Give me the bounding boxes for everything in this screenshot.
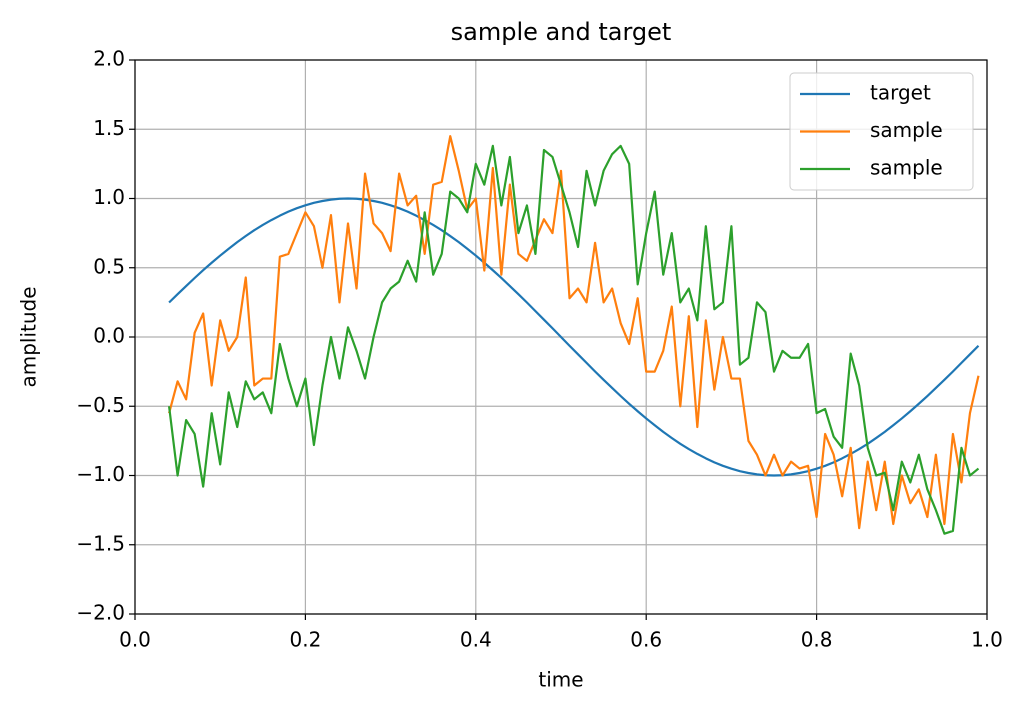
x-tick-label: 0.2 [289,628,321,652]
y-tick-label: −0.5 [76,393,125,417]
y-tick-label: 1.0 [93,185,125,209]
legend-label: sample [870,156,943,180]
legend-box [789,72,974,191]
y-tick-label: −1.5 [76,531,125,555]
y-axis-label: amplitude [17,286,41,387]
x-tick-label: 1.0 [971,628,1003,652]
x-tick-label: 0.6 [630,628,662,652]
legend-label: target [870,81,931,105]
x-tick-label: 0.0 [119,628,151,652]
x-tick-label: 0.4 [460,628,492,652]
chart-title: sample and target [451,18,672,46]
plot-frame [134,59,988,615]
y-tick-label: −2.0 [76,601,125,625]
x-axis-label: time [538,668,583,692]
line-series [167,144,980,535]
line-series [168,197,980,477]
legend-label: sample [870,118,943,142]
line-series [168,135,980,530]
y-tick-label: 2.0 [93,47,125,71]
y-tick-label: 0.0 [93,324,125,348]
x-tick-label: 0.8 [801,628,833,652]
y-tick-label: 0.5 [93,254,125,278]
y-tick-label: −1.0 [76,462,125,486]
y-tick-label: 1.5 [93,116,125,140]
